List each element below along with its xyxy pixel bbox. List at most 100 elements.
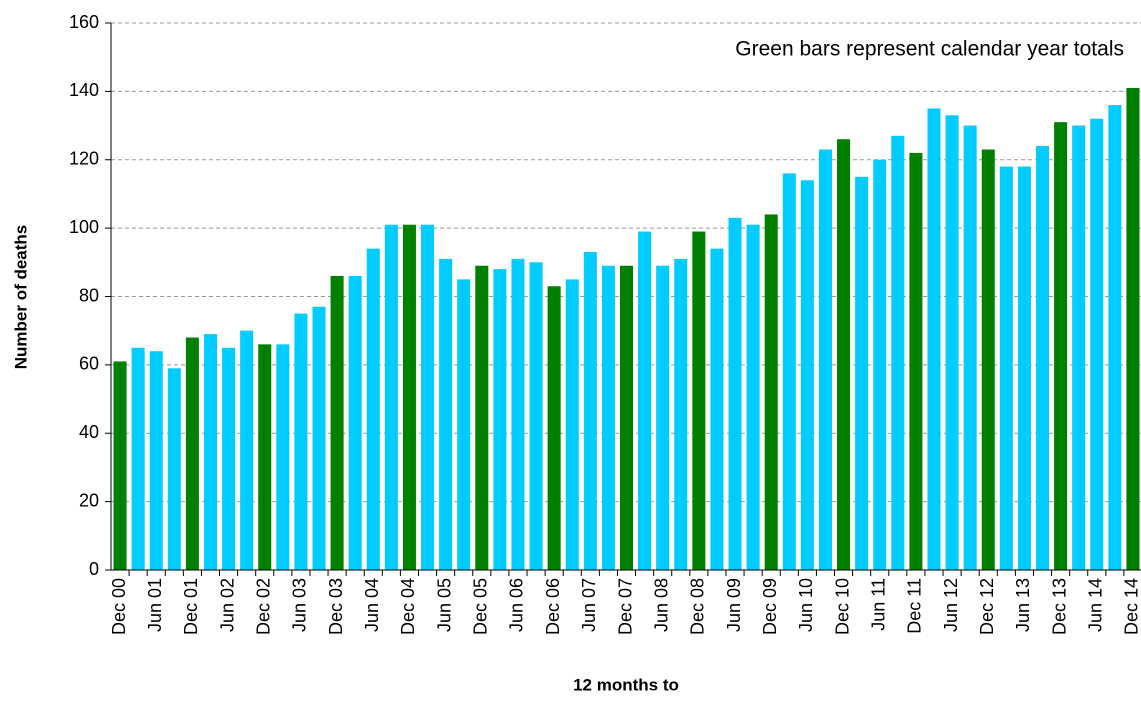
x-tick-label: Dec 06 — [543, 578, 563, 635]
bar — [457, 279, 471, 570]
bar — [493, 269, 507, 570]
bar — [981, 149, 995, 570]
x-tick-label: Dec 08 — [688, 578, 708, 635]
bar — [1036, 146, 1050, 570]
x-tick-label: Jun 10 — [796, 578, 816, 632]
bar — [710, 248, 724, 570]
x-tick-label: Jun 09 — [724, 578, 744, 632]
y-tick-label: 100 — [69, 217, 99, 237]
x-tick-label: Jun 12 — [941, 578, 961, 632]
bar — [384, 224, 398, 571]
bar — [131, 347, 145, 570]
y-tick-label: 120 — [69, 149, 99, 169]
y-tick-label: 0 — [89, 559, 99, 579]
x-tick-label: Jun 06 — [507, 578, 527, 632]
bar — [619, 265, 634, 570]
y-tick-label: 140 — [69, 80, 99, 100]
x-tick-label: Jun 04 — [362, 578, 382, 632]
bar — [149, 351, 163, 570]
bar — [674, 258, 688, 570]
bar — [656, 265, 670, 570]
bar — [963, 125, 977, 570]
bar — [945, 115, 959, 571]
x-tick-label: Dec 02 — [253, 578, 273, 635]
bar — [276, 344, 290, 570]
bar — [547, 286, 561, 570]
x-tick-label: Dec 12 — [977, 578, 997, 635]
bar — [999, 166, 1013, 570]
bar — [873, 159, 887, 570]
bar — [1090, 118, 1104, 570]
bar — [927, 108, 941, 570]
bar — [475, 265, 489, 570]
annotation: Green bars represent calendar year total… — [735, 38, 1124, 61]
bar — [891, 135, 905, 570]
bar — [800, 180, 814, 570]
bar — [601, 265, 615, 570]
x-tick-label: Dec 13 — [1049, 578, 1069, 635]
x-tick-label: Dec 09 — [760, 578, 780, 635]
bar — [185, 337, 199, 570]
bar — [818, 149, 832, 570]
x-tick-label: Dec 01 — [181, 578, 201, 635]
bar — [638, 231, 652, 570]
bar — [746, 224, 760, 571]
y-tick-label: 80 — [79, 285, 99, 305]
x-tick-label: Jun 14 — [1086, 578, 1106, 632]
bar — [1108, 105, 1122, 571]
bar — [782, 173, 796, 571]
x-axis-title: 12 months to — [573, 675, 679, 694]
bar — [348, 275, 362, 570]
bar — [764, 214, 778, 570]
bar — [312, 306, 326, 570]
bar — [1126, 87, 1140, 571]
bar — [402, 224, 416, 571]
x-tick-label: Dec 07 — [615, 578, 635, 635]
bar — [203, 334, 217, 570]
x-tick-label: Dec 14 — [1122, 578, 1141, 635]
x-tick-label: Jun 01 — [145, 578, 165, 632]
bar — [1072, 125, 1086, 570]
bar — [565, 279, 579, 570]
x-tick-label: Dec 04 — [398, 578, 418, 635]
bar — [421, 224, 435, 571]
bar — [1054, 122, 1068, 571]
x-tick-label: Jun 11 — [868, 578, 888, 631]
bar — [222, 347, 236, 570]
bar — [529, 262, 543, 570]
bar — [167, 368, 181, 570]
x-tick-label: Jun 08 — [651, 578, 671, 632]
bar — [728, 217, 742, 570]
x-tick-label: Dec 03 — [326, 578, 346, 635]
bar — [330, 275, 344, 570]
bar — [583, 252, 597, 570]
x-tick-label: Jun 05 — [434, 578, 454, 632]
x-tick-label: Dec 11 — [905, 578, 925, 634]
bar — [511, 258, 525, 570]
bar — [837, 139, 851, 571]
bar — [909, 152, 923, 570]
x-tick-label: Dec 10 — [832, 578, 852, 635]
bar — [113, 361, 127, 570]
y-axis-title: Number of deaths — [11, 225, 30, 370]
bar — [258, 344, 272, 570]
bar — [240, 330, 254, 570]
x-tick-label: Jun 07 — [579, 578, 599, 632]
x-tick-label: Dec 00 — [109, 578, 129, 635]
bar — [692, 231, 706, 570]
x-tick-label: Jun 02 — [217, 578, 237, 632]
y-tick-label: 60 — [79, 354, 99, 374]
y-tick-label: 20 — [79, 490, 99, 510]
y-tick-label: 160 — [69, 12, 99, 32]
x-tick-label: Dec 05 — [471, 578, 491, 635]
bar — [366, 248, 380, 570]
bar — [1017, 166, 1031, 570]
x-tick-label: Jun 03 — [290, 578, 310, 632]
x-tick-label: Jun 13 — [1013, 578, 1033, 632]
bar — [439, 258, 453, 570]
bar — [294, 313, 308, 570]
bar — [855, 176, 869, 570]
y-tick-label: 40 — [79, 422, 99, 442]
